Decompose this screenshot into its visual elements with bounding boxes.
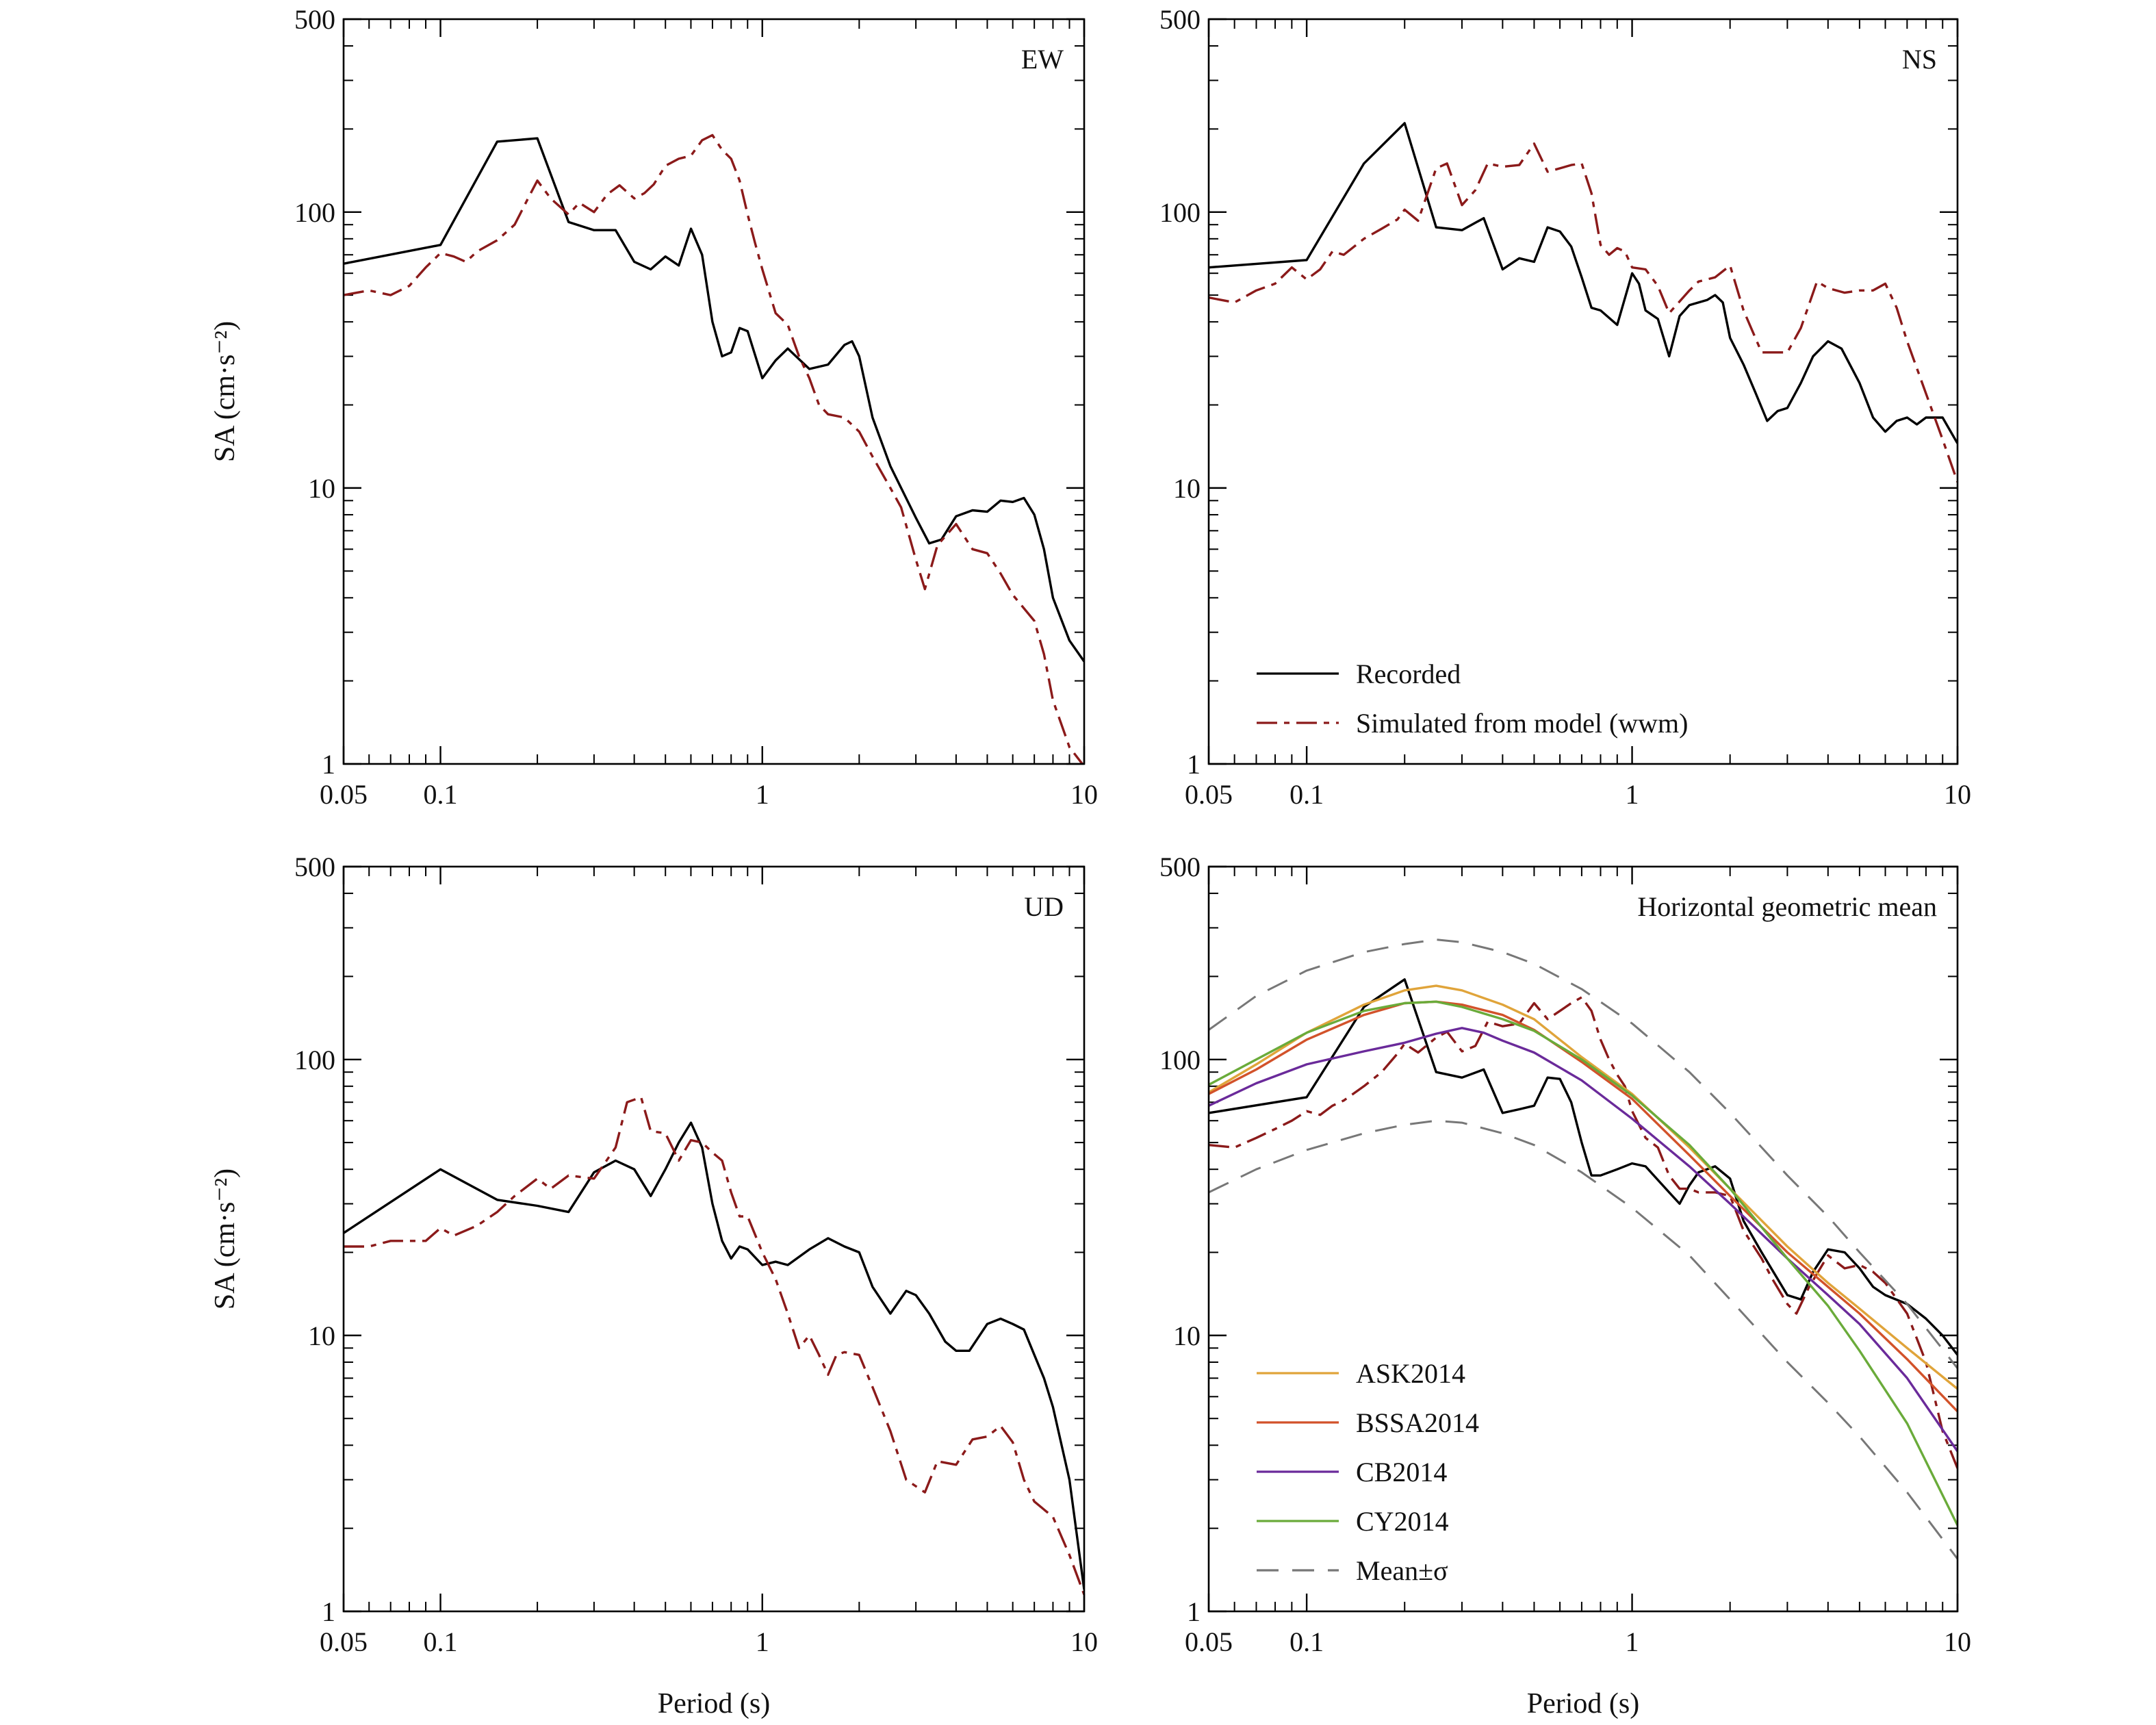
- legend: ASK2014 BSSA2014 CB2014 CY2014 Mean±σ: [1257, 1358, 1479, 1586]
- series-group: [1209, 122, 1958, 483]
- x-tick-label: 10: [1070, 779, 1098, 810]
- series-line-bssa2014: [1209, 1000, 1958, 1413]
- y-axis-label: SA (cm·s⁻²): [209, 321, 241, 462]
- x-tick-label: 0.1: [424, 779, 458, 810]
- plot-frame: [1207, 18, 1959, 765]
- panel-ud: 0.05 0.1 1 10 1 10 100 500 UD SA (cm·s⁻²) Period (…: [209, 852, 1098, 1720]
- series-line-0: [1209, 978, 1958, 1356]
- y-tick-label: 1: [322, 749, 335, 780]
- y-tick-label: 10: [308, 473, 335, 504]
- y-tick-label: 100: [294, 1045, 335, 1075]
- panel-label: Horizontal geometric mean: [1637, 891, 1937, 922]
- plot-frame: [1207, 865, 1959, 1613]
- series-line-simulated-from-model-wwm: [1209, 142, 1958, 483]
- legend-label: CB2014: [1356, 1457, 1447, 1487]
- x-tick-label: 0.1: [424, 1626, 458, 1657]
- series-line-1: [344, 133, 1084, 764]
- x-tick-label: 10: [1944, 779, 1971, 810]
- x-tick-label: 0.05: [320, 1626, 368, 1657]
- panel-ns: 0.05 0.1 1 10 1 10 100 500 NS Recorded Simulated f…: [1159, 4, 1971, 810]
- x-tick-label: 0.05: [320, 779, 368, 810]
- series-line-7: [1209, 1119, 1958, 1560]
- y-tick-label: 500: [1159, 852, 1201, 882]
- y-tick-label: 10: [1173, 473, 1201, 504]
- series-line-mean: [1209, 938, 1958, 1369]
- plot-frame: [342, 18, 1086, 765]
- minor-ticks: [1209, 867, 1958, 1611]
- x-tick-label: 0.05: [1185, 1626, 1233, 1657]
- minor-ticks: [344, 19, 1084, 764]
- x-tick-label: 1: [1626, 1626, 1639, 1657]
- series-group: [344, 1096, 1084, 1596]
- y-tick-label: 100: [294, 197, 335, 228]
- x-tick-label: 0.1: [1289, 779, 1324, 810]
- series-line-1: [1209, 996, 1958, 1469]
- x-tick-label: 1: [756, 779, 769, 810]
- x-axis-label: Period (s): [658, 1688, 770, 1720]
- legend: Recorded Simulated from model (wwm): [1257, 659, 1688, 739]
- series-line-0: [344, 1121, 1084, 1590]
- minor-ticks: [344, 867, 1084, 1611]
- legend-label: ASK2014: [1356, 1358, 1465, 1389]
- x-tick-label: 0.1: [1289, 1626, 1324, 1657]
- x-tick-label: 10: [1944, 1626, 1971, 1657]
- y-tick-label: 1: [1187, 1596, 1201, 1627]
- panel-ew: 0.05 0.1 1 10 1 10 100 500 EW SA (cm·s⁻²): [209, 4, 1098, 810]
- y-tick-label: 500: [1159, 4, 1201, 35]
- legend-label: CY2014: [1356, 1506, 1449, 1537]
- y-tick-label: 100: [1159, 197, 1201, 228]
- y-tick-label: 500: [294, 4, 335, 35]
- legend-label: Recorded: [1356, 659, 1461, 689]
- y-tick-label: 100: [1159, 1045, 1201, 1075]
- series-line-cb2014: [1209, 1027, 1958, 1453]
- y-tick-label: 10: [1173, 1320, 1201, 1351]
- x-tick-label: 10: [1070, 1626, 1098, 1657]
- x-tick-label: 0.05: [1185, 779, 1233, 810]
- series-line-ask2014: [1209, 984, 1958, 1390]
- series-line-0: [344, 137, 1084, 663]
- series-group: [344, 133, 1084, 764]
- legend-label: BSSA2014: [1356, 1407, 1479, 1438]
- series-group: [1209, 938, 1958, 1560]
- panel-label: EW: [1021, 44, 1064, 75]
- y-tick-label: 500: [294, 852, 335, 882]
- panel-label: NS: [1902, 44, 1937, 75]
- x-tick-label: 1: [756, 1626, 769, 1657]
- series-line-1: [344, 1096, 1084, 1596]
- minor-ticks: [1209, 19, 1958, 764]
- panel-horizontal-geometric-mean: 0.05 0.1 1 10 1 10 100 500 Horizontal geometric …: [1159, 852, 1971, 1720]
- y-axis-label: SA (cm·s⁻²): [209, 1168, 241, 1309]
- y-tick-label: 1: [1187, 749, 1201, 780]
- series-line-recorded: [1209, 122, 1958, 444]
- y-tick-label: 1: [322, 1596, 335, 1627]
- x-tick-label: 1: [1626, 779, 1639, 810]
- plot-frame: [342, 865, 1086, 1613]
- panel-label: UD: [1024, 891, 1064, 922]
- series-line-cy2014: [1209, 1000, 1958, 1526]
- legend-label: Simulated from model (wwm): [1356, 708, 1688, 739]
- legend-label: Mean±σ: [1356, 1555, 1448, 1586]
- x-axis-label: Period (s): [1527, 1688, 1639, 1720]
- y-tick-label: 10: [308, 1320, 335, 1351]
